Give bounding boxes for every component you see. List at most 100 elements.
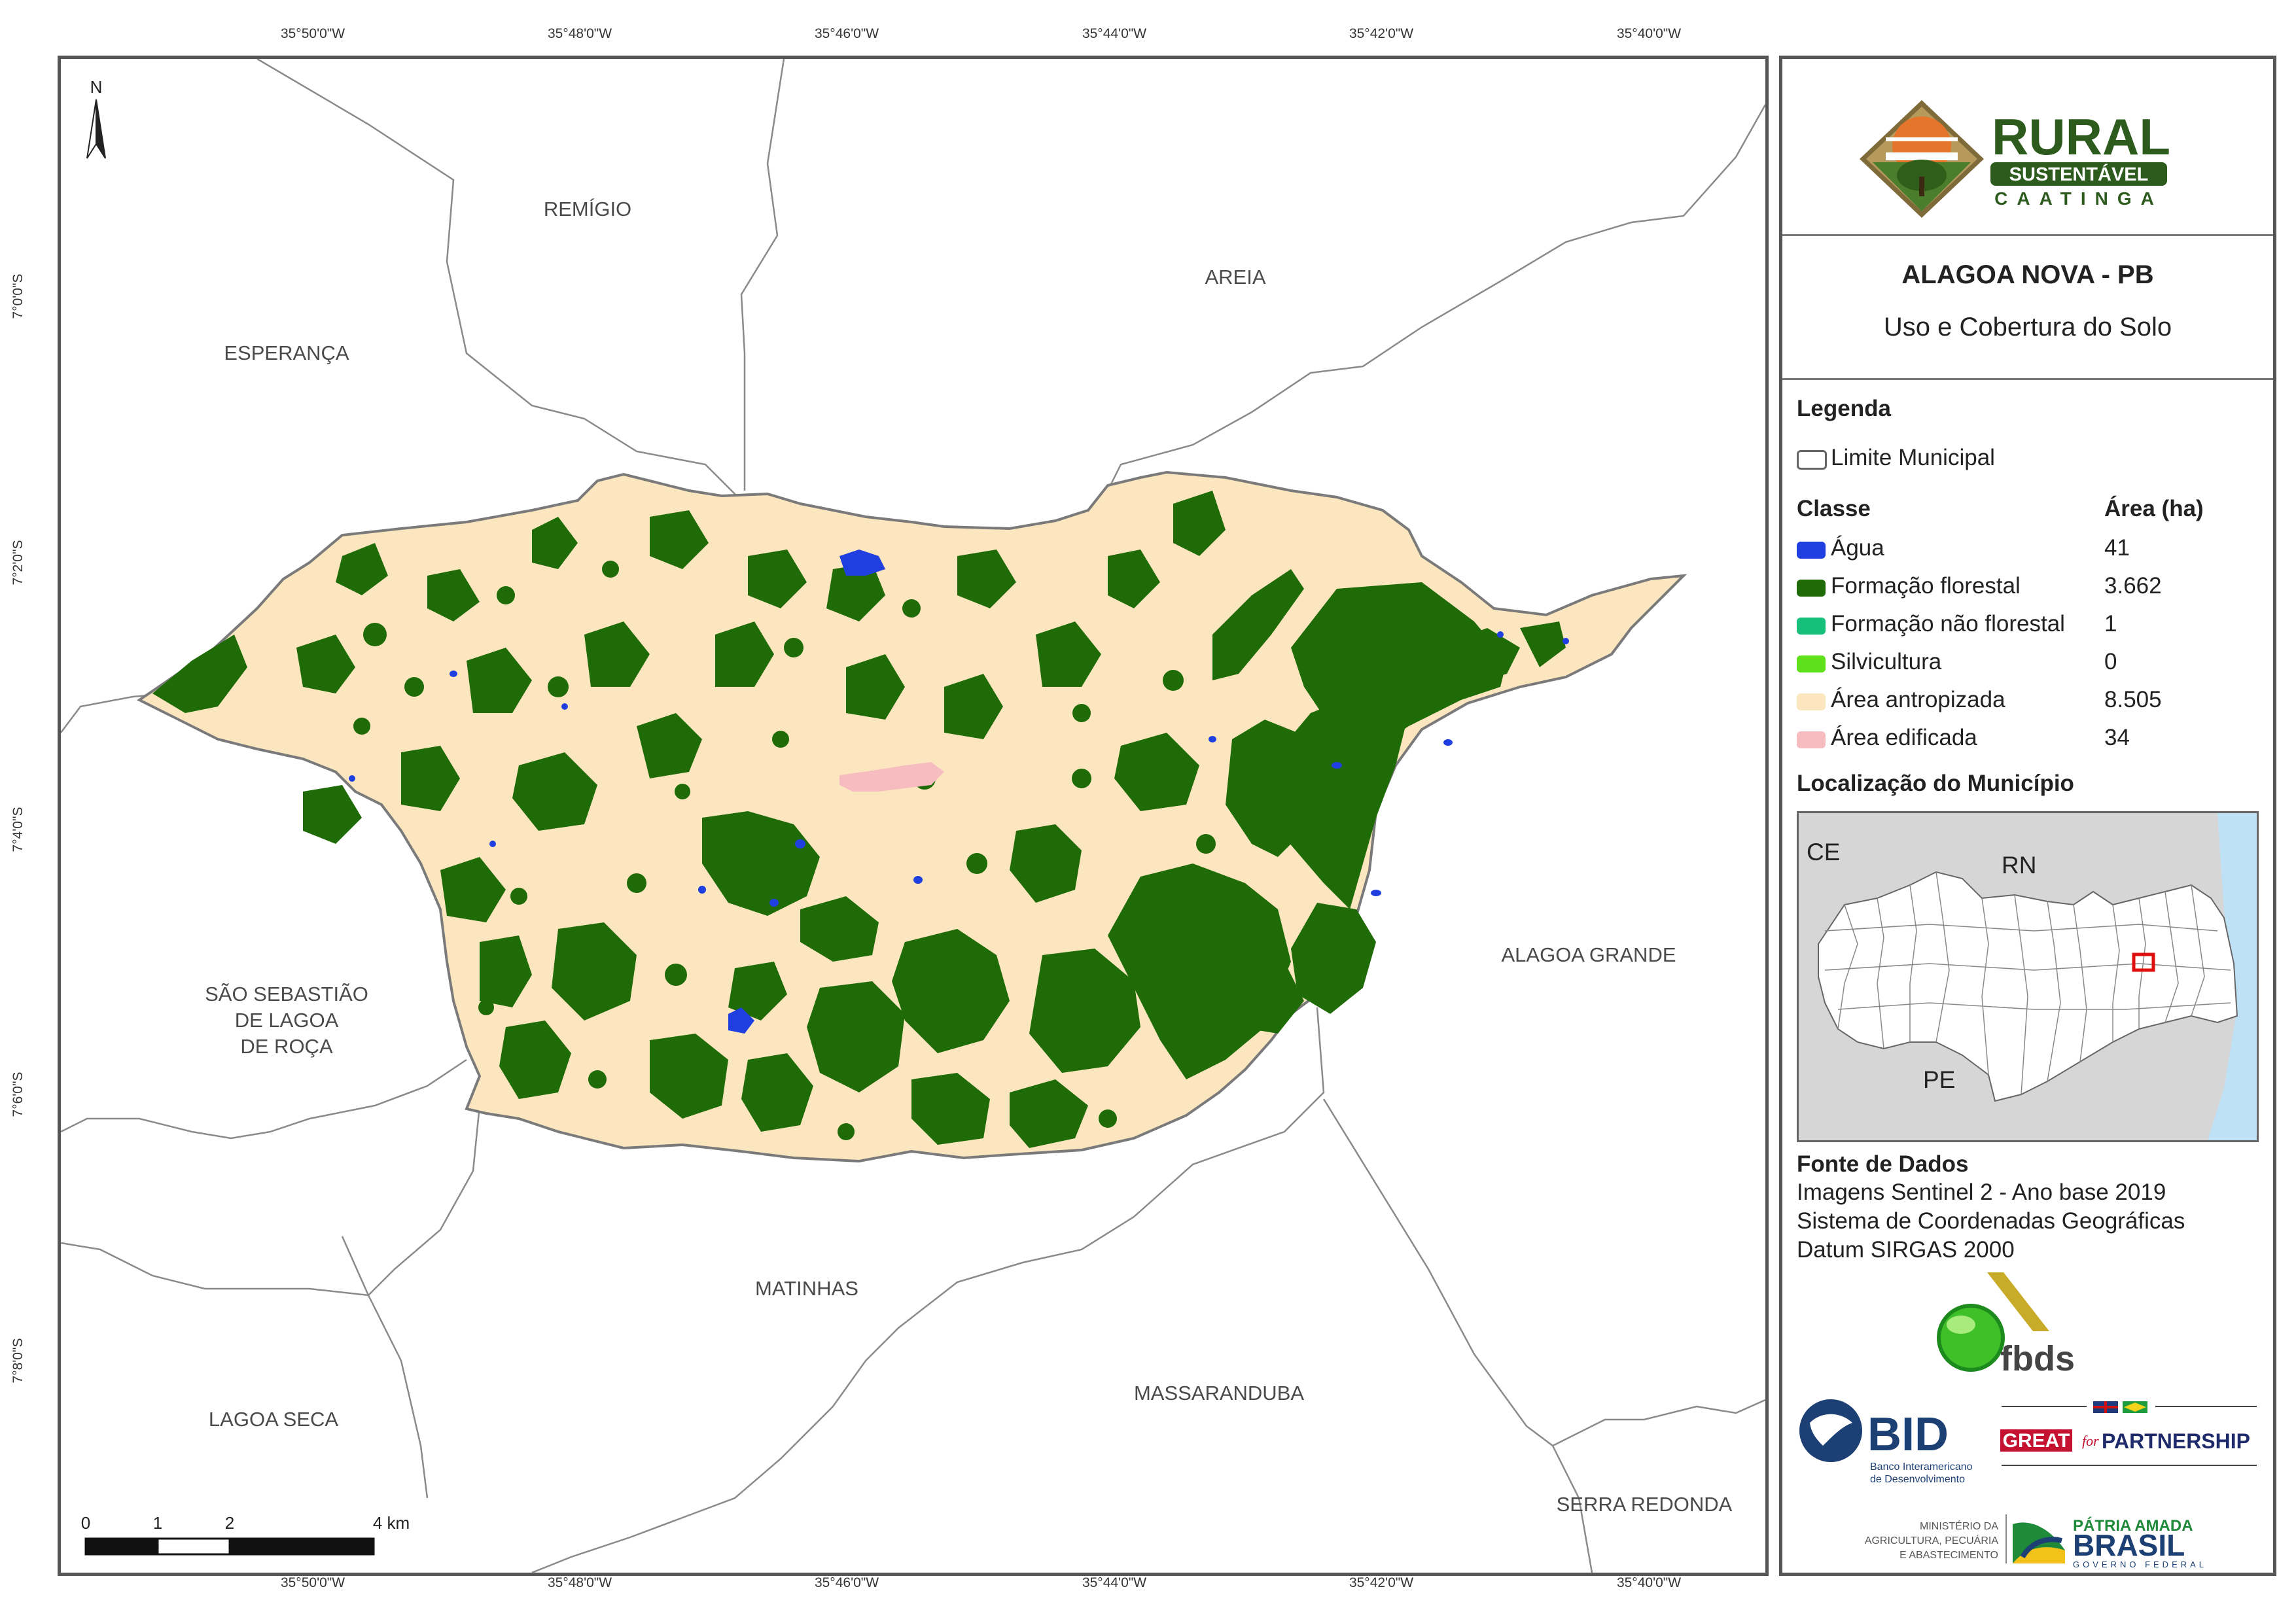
divider <box>1782 234 2273 236</box>
sources-heading: Fonte de Dados <box>1797 1151 1969 1177</box>
scale-label: 2 <box>225 1513 234 1533</box>
lon-tick-bottom: 35°40'0"W <box>1616 1575 1682 1590</box>
map-subtitle: Uso e Cobertura do Solo <box>1883 313 2172 341</box>
lon-tick-top: 35°50'0"W <box>280 26 345 41</box>
built-area <box>839 762 944 792</box>
svg-text:PE: PE <box>1923 1066 1955 1093</box>
scale-bar: 0 1 2 4 km <box>81 1513 410 1556</box>
label-sao-sebastiao-3: DE ROÇA <box>240 1035 333 1058</box>
label-areia: AREIA <box>1205 266 1265 288</box>
fbds-logo: fbds <box>1925 1272 2095 1384</box>
label-lagoa-seca: LAGOA SECA <box>209 1408 338 1431</box>
lon-tick-top: 35°40'0"W <box>1616 26 1682 41</box>
svg-text:SUSTENTÁVEL: SUSTENTÁVEL <box>2009 163 2149 185</box>
lon-tick-top: 35°44'0"W <box>1082 26 1147 41</box>
lat-tick: 7°2'0"S <box>10 540 26 585</box>
label-remigio: REMÍGIO <box>544 198 631 220</box>
svg-text:CAATINGA: CAATINGA <box>1994 188 2163 209</box>
svg-text:for: for <box>2082 1433 2099 1449</box>
svg-text:GOVERNO FEDERAL: GOVERNO FEDERAL <box>2073 1560 2207 1569</box>
svg-text:BRASIL: BRASIL <box>2073 1528 2185 1562</box>
legend-swatch-non-forest <box>1797 618 1826 635</box>
scale-label: 4 km <box>373 1513 410 1533</box>
north-arrow: N <box>86 77 106 159</box>
lon-tick-bottom: 35°46'0"W <box>814 1575 879 1590</box>
legend-panel: RURAL SUSTENTÁVEL CAATINGA ALAGOA NOVA -… <box>1779 56 2276 1576</box>
svg-text:N: N <box>90 77 103 97</box>
lon-tick-top: 35°46'0"W <box>814 26 879 41</box>
lon-tick-bottom: 35°48'0"W <box>547 1575 612 1590</box>
rural-sustentavel-logo: RURAL SUSTENTÁVEL CAATINGA <box>1860 97 2200 221</box>
legend-class-area: 0 <box>2104 649 2117 674</box>
svg-text:PARTNERSHIP: PARTNERSHIP <box>2102 1429 2250 1453</box>
location-heading: Localização do Município <box>1797 771 2074 796</box>
svg-text:CE: CE <box>1807 839 1840 865</box>
government-logos: MINISTÉRIO DA AGRICULTURA, PECUÁRIA E AB… <box>1797 1511 2255 1570</box>
label-sao-sebastiao-2: DE LAGOA <box>235 1009 339 1032</box>
legend-class-area: 34 <box>2104 725 2130 750</box>
class-header: Classe <box>1797 496 1871 521</box>
source-line: Imagens Sentinel 2 - Ano base 2019 <box>1797 1179 2166 1205</box>
svg-text:E ABASTECIMENTO: E ABASTECIMENTO <box>1899 1550 1998 1561</box>
legend-swatch-silviculture <box>1797 655 1826 672</box>
legend-class-name: Silvicultura <box>1831 649 1942 674</box>
scale-label: 1 <box>153 1513 162 1533</box>
map-canvas[interactable]: REMÍGIO AREIA ESPERANÇA SÃO SEBASTIÃO DE… <box>61 59 1765 1573</box>
svg-text:MINISTÉRIO DA: MINISTÉRIO DA <box>1920 1520 1998 1532</box>
lon-tick-top: 35°42'0"W <box>1349 26 1414 41</box>
label-esperanca: ESPERANÇA <box>224 341 349 364</box>
legend-class-name: Formação não florestal <box>1831 611 2065 637</box>
lat-tick: 7°6'0"S <box>10 1072 26 1117</box>
location-marker <box>2132 952 2155 972</box>
map-title: ALAGOA NOVA - PB <box>1901 260 2154 289</box>
legend-class-name: Formação florestal <box>1831 573 2021 599</box>
legend-class-area: 8.505 <box>2104 687 2162 712</box>
legend-class-name: Área edificada <box>1831 725 1977 750</box>
legend-class-area: 3.662 <box>2104 573 2162 599</box>
lat-tick: 7°8'0"S <box>10 1338 26 1384</box>
forest-cover <box>152 491 1566 1148</box>
svg-text:BID: BID <box>1867 1408 1949 1461</box>
boundary-label: Limite Municipal <box>1831 445 1995 470</box>
lon-tick-bottom: 35°44'0"W <box>1082 1575 1147 1590</box>
scale-label: 0 <box>81 1513 90 1533</box>
legend-swatch-forest <box>1797 580 1826 597</box>
lat-tick: 7°4'0"S <box>10 807 26 852</box>
svg-text:de Desenvolvimento: de Desenvolvimento <box>1870 1474 1965 1485</box>
legend-class-name: Água <box>1831 535 1884 561</box>
map-frame[interactable]: REMÍGIO AREIA ESPERANÇA SÃO SEBASTIÃO DE… <box>58 56 1769 1576</box>
lon-tick-bottom: 35°42'0"W <box>1349 1575 1414 1590</box>
boundary-swatch <box>1797 450 1827 470</box>
paraiba-state <box>1818 871 2238 1102</box>
location-inset-map[interactable]: CE RN PE <box>1797 811 2259 1142</box>
legend-class-area: 1 <box>2104 611 2117 637</box>
svg-text:GREAT: GREAT <box>2003 1430 2070 1452</box>
area-header: Área (ha) <box>2104 496 2204 521</box>
svg-text:RURAL: RURAL <box>1992 108 2170 166</box>
legend-swatch-water <box>1797 542 1826 559</box>
label-massaranduba: MASSARANDUBA <box>1134 1382 1304 1405</box>
inset-municipal-lines <box>1824 871 2231 1095</box>
label-serra-redonda: SERRA REDONDA <box>1557 1493 1733 1516</box>
legend-swatch-built <box>1797 731 1826 748</box>
svg-text:Banco Interamericano: Banco Interamericano <box>1870 1461 1973 1473</box>
legend-class-name: Área antropizada <box>1831 687 2005 712</box>
water-bodies <box>349 550 1569 1034</box>
svg-text:fbds: fbds <box>2000 1339 2075 1378</box>
label-alagoa-grande: ALAGOA GRANDE <box>1501 943 1676 966</box>
svg-text:RN: RN <box>2002 852 2036 879</box>
lon-tick-bottom: 35°50'0"W <box>280 1575 345 1590</box>
bid-logo: BID Banco Interamericano de Desenvolvime… <box>1797 1397 1993 1488</box>
legend-heading: Legenda <box>1797 396 1891 421</box>
great-partnership-logo: GREAT for PARTNERSHIP <box>1995 1400 2263 1472</box>
label-matinhas: MATINHAS <box>755 1277 858 1300</box>
lat-tick: 7°0'0"S <box>10 273 26 319</box>
lon-tick-top: 35°48'0"W <box>547 26 612 41</box>
divider <box>1782 378 2273 380</box>
source-line: Datum SIRGAS 2000 <box>1797 1237 2015 1263</box>
svg-text:PÁTRIA AMADA: PÁTRIA AMADA <box>2073 1516 2193 1535</box>
svg-text:AGRICULTURA, PECUÁRIA: AGRICULTURA, PECUÁRIA <box>1865 1534 1999 1546</box>
municipal-boundaries <box>61 59 1765 1573</box>
legend-swatch-antropized <box>1797 693 1826 710</box>
label-sao-sebastiao-1: SÃO SEBASTIÃO <box>205 983 368 1005</box>
